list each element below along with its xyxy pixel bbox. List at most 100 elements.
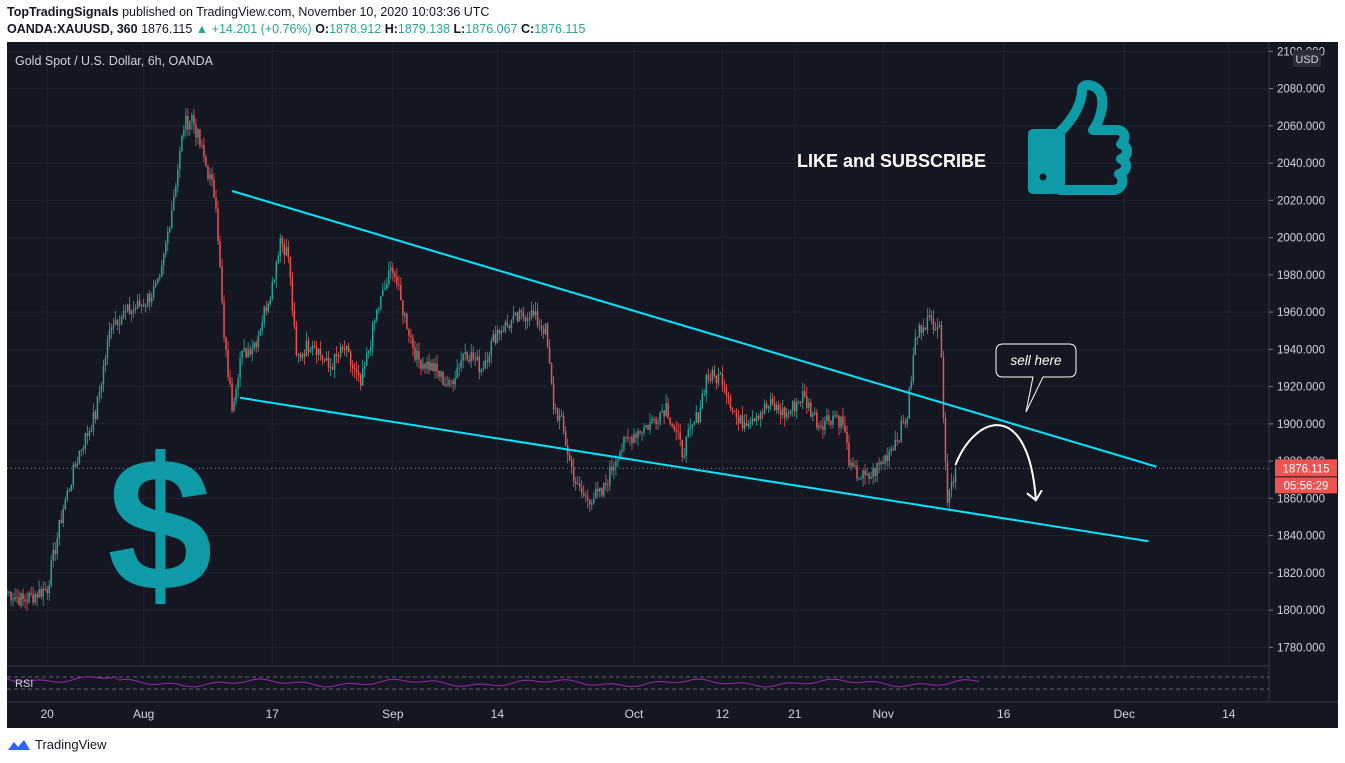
candle-body (257, 335, 259, 348)
candle-body (279, 237, 282, 256)
candle (880, 460, 882, 471)
author-name[interactable]: TopTradingSignals (7, 5, 119, 19)
candle-body (394, 273, 396, 278)
candle-body (651, 418, 653, 423)
candle-body (607, 484, 609, 486)
candle (426, 356, 428, 374)
tradingview-footer[interactable]: TradingView (7, 737, 107, 752)
tradingview-logo-icon (8, 739, 30, 750)
candle-body (197, 129, 199, 138)
candle-body (142, 304, 145, 307)
candle-body (426, 361, 428, 369)
candle-body (199, 129, 201, 146)
candle (239, 351, 241, 388)
candle-body (512, 314, 515, 321)
candle (424, 362, 426, 375)
candle-body (771, 398, 774, 404)
candle (639, 429, 641, 436)
candle (394, 270, 396, 283)
candle-body (361, 369, 364, 386)
candle (6, 589, 8, 597)
candle-body (548, 347, 551, 364)
candle-body (802, 391, 804, 403)
candle (450, 379, 452, 388)
candle-body (295, 325, 298, 356)
chart-frame[interactable]: 2100.0002080.0002060.0002040.0002020.000… (6, 42, 1338, 728)
x-tick-label: 17 (266, 707, 280, 721)
candle (402, 299, 404, 325)
low-value: 1876.067 (465, 22, 518, 36)
candle (824, 416, 826, 436)
candle (261, 315, 263, 336)
candle (564, 425, 567, 448)
candle-body (152, 286, 155, 298)
candle (685, 436, 687, 463)
candle (414, 340, 416, 363)
candle (357, 364, 360, 383)
candle-body (693, 422, 696, 425)
candle-body (404, 313, 406, 316)
candle-body (343, 348, 346, 351)
candle-body (779, 410, 782, 416)
candle-body (146, 294, 149, 305)
rsi-pane[interactable]: RSI (6, 676, 1269, 690)
candle (400, 277, 402, 301)
candle (826, 408, 828, 424)
candle-body (390, 267, 392, 271)
candle-body (221, 266, 223, 302)
candle (562, 411, 565, 435)
candle (689, 418, 691, 438)
candle-body (562, 416, 565, 432)
candle-body (932, 318, 935, 330)
candle (950, 473, 953, 498)
arrow-head-icon (1026, 489, 1043, 502)
candle (205, 154, 207, 168)
candle-body (181, 135, 183, 151)
candle-body (725, 387, 728, 396)
candle (90, 425, 93, 433)
candle-body (50, 560, 52, 586)
candle (227, 341, 229, 381)
candle-body (844, 425, 846, 433)
candle-body (18, 597, 20, 606)
candle-body (297, 353, 300, 356)
candle (757, 413, 760, 422)
candle (335, 346, 338, 364)
candle-body (193, 115, 195, 125)
candle (641, 431, 643, 441)
candle (46, 585, 48, 600)
candle (249, 345, 251, 358)
candle-body (731, 407, 734, 411)
candle (524, 315, 527, 331)
currency-badge[interactable]: USD (1295, 54, 1318, 66)
candle-body (187, 115, 189, 130)
candle (255, 339, 257, 354)
candle (613, 461, 615, 480)
price-chart[interactable]: 2100.0002080.0002060.0002040.0002020.000… (6, 42, 1338, 728)
candle (273, 279, 276, 285)
candle (116, 319, 119, 331)
candle-body (299, 353, 302, 358)
candle (88, 427, 91, 441)
candle (191, 112, 193, 130)
candle (568, 450, 571, 462)
candle-body (402, 300, 404, 316)
candle (591, 499, 593, 511)
candle (840, 415, 842, 433)
candle (538, 318, 541, 332)
candle (593, 491, 595, 505)
candle-body (534, 311, 537, 316)
candle (390, 260, 392, 280)
candle-body (325, 357, 328, 361)
candle (713, 365, 716, 379)
candle-body (582, 493, 585, 496)
candle (570, 455, 573, 475)
candle-body (506, 322, 509, 326)
candle-body (900, 420, 903, 442)
candle (830, 419, 832, 429)
candle-body (22, 593, 24, 600)
candle (158, 273, 161, 282)
candle (219, 235, 221, 269)
candle-body (838, 416, 840, 428)
candle (743, 414, 746, 432)
